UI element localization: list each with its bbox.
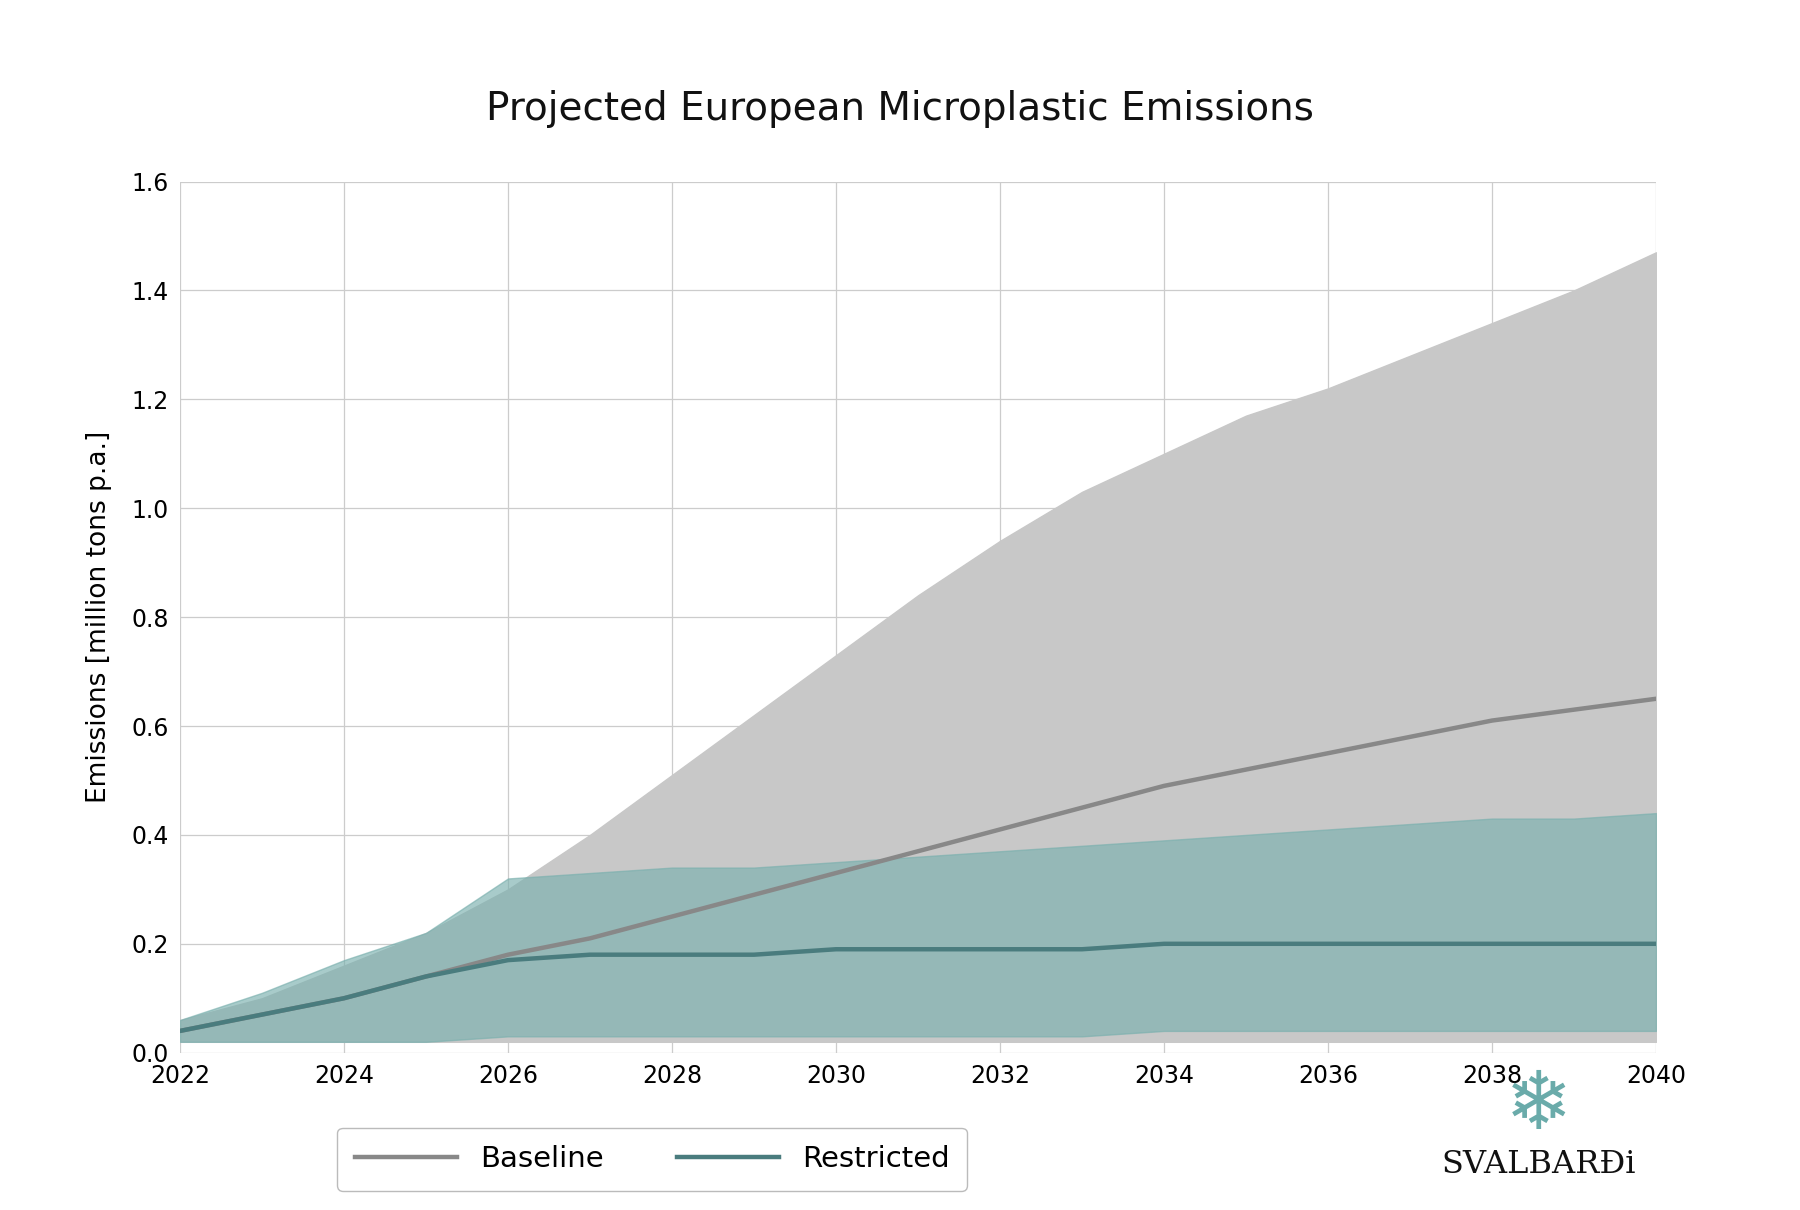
Text: ❄: ❄ <box>1505 1068 1573 1146</box>
Y-axis label: Emissions [million tons p.a.]: Emissions [million tons p.a.] <box>86 431 112 803</box>
Text: Projected European Microplastic Emissions: Projected European Microplastic Emission… <box>486 90 1314 128</box>
Text: SVALBARÐi: SVALBARÐi <box>1442 1148 1636 1180</box>
Legend: Baseline, Restricted: Baseline, Restricted <box>337 1128 967 1191</box>
